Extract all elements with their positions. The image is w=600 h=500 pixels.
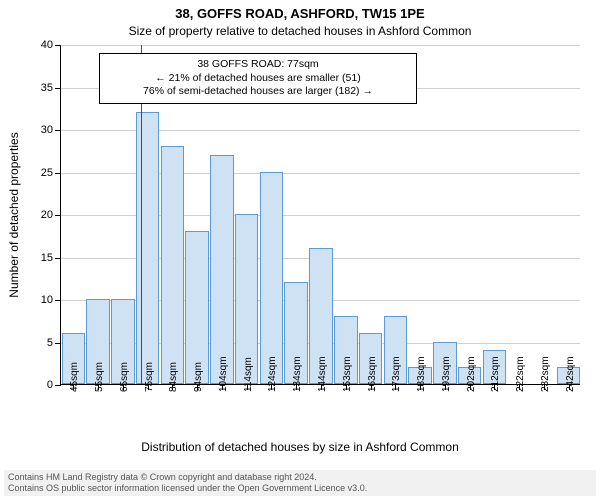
x-tick-label: 242sqm [565,356,576,392]
bar [210,155,234,385]
x-tick-label: 45sqm [69,362,80,392]
grid-line [61,45,580,46]
x-tick-label: 114sqm [243,357,254,392]
footer: Contains HM Land Registry data © Crown c… [4,470,596,496]
y-axis-label: Number of detached properties [7,132,21,297]
x-tick-label: 84sqm [168,362,179,392]
x-tick-label: 163sqm [367,356,378,392]
annotation-box: 38 GOFFS ROAD: 77sqm← 21% of detached ho… [99,53,417,104]
x-tick-label: 55sqm [94,362,105,392]
y-tick [55,385,61,386]
x-tick-label: 202sqm [466,356,477,392]
y-tick [55,343,61,344]
x-tick-label: 212sqm [490,356,501,392]
title-main: 38, GOFFS ROAD, ASHFORD, TW15 1PE [0,6,600,21]
y-tick-label: 30 [41,124,53,136]
x-tick-label: 232sqm [540,356,551,392]
y-tick-label: 15 [41,252,53,264]
x-tick-label: 144sqm [317,356,328,392]
y-tick [55,258,61,259]
footer-line-2: Contains OS public sector information li… [8,483,592,494]
x-tick-label: 153sqm [342,356,353,392]
x-tick-label: 183sqm [416,356,427,392]
y-tick-label: 5 [47,337,53,349]
x-tick-label: 94sqm [193,362,204,392]
x-tick-label: 193sqm [441,356,452,392]
y-tick [55,130,61,131]
x-tick-label: 65sqm [119,362,130,392]
chart-container: 38, GOFFS ROAD, ASHFORD, TW15 1PE Size o… [0,0,600,500]
y-tick-label: 40 [41,39,53,51]
y-tick-label: 20 [41,209,53,221]
footer-line-1: Contains HM Land Registry data © Crown c… [8,472,592,483]
bar [161,146,185,384]
x-tick-label: 75sqm [144,362,155,392]
y-tick [55,173,61,174]
annotation-line: 38 GOFFS ROAD: 77sqm [108,58,408,72]
chart-area: 051015202530354045sqm55sqm65sqm75sqm84sq… [60,45,580,385]
y-tick [55,300,61,301]
x-tick-label: 124sqm [267,356,278,392]
x-tick-label: 104sqm [218,356,229,392]
annotation-line: ← 21% of detached houses are smaller (51… [108,72,408,86]
y-tick-label: 25 [41,167,53,179]
bar [136,112,160,384]
y-tick [55,215,61,216]
x-tick-label: 173sqm [391,356,402,392]
title-sub: Size of property relative to detached ho… [0,24,600,38]
annotation-line: 76% of semi-detached houses are larger (… [108,85,408,99]
x-axis-label: Distribution of detached houses by size … [0,440,600,454]
y-tick [55,45,61,46]
y-tick-label: 10 [41,294,53,306]
x-tick-label: 222sqm [515,356,526,392]
bar [260,172,284,385]
x-tick-label: 134sqm [292,356,303,392]
y-tick [55,88,61,89]
y-tick-label: 0 [47,379,53,391]
y-tick-label: 35 [41,82,53,94]
